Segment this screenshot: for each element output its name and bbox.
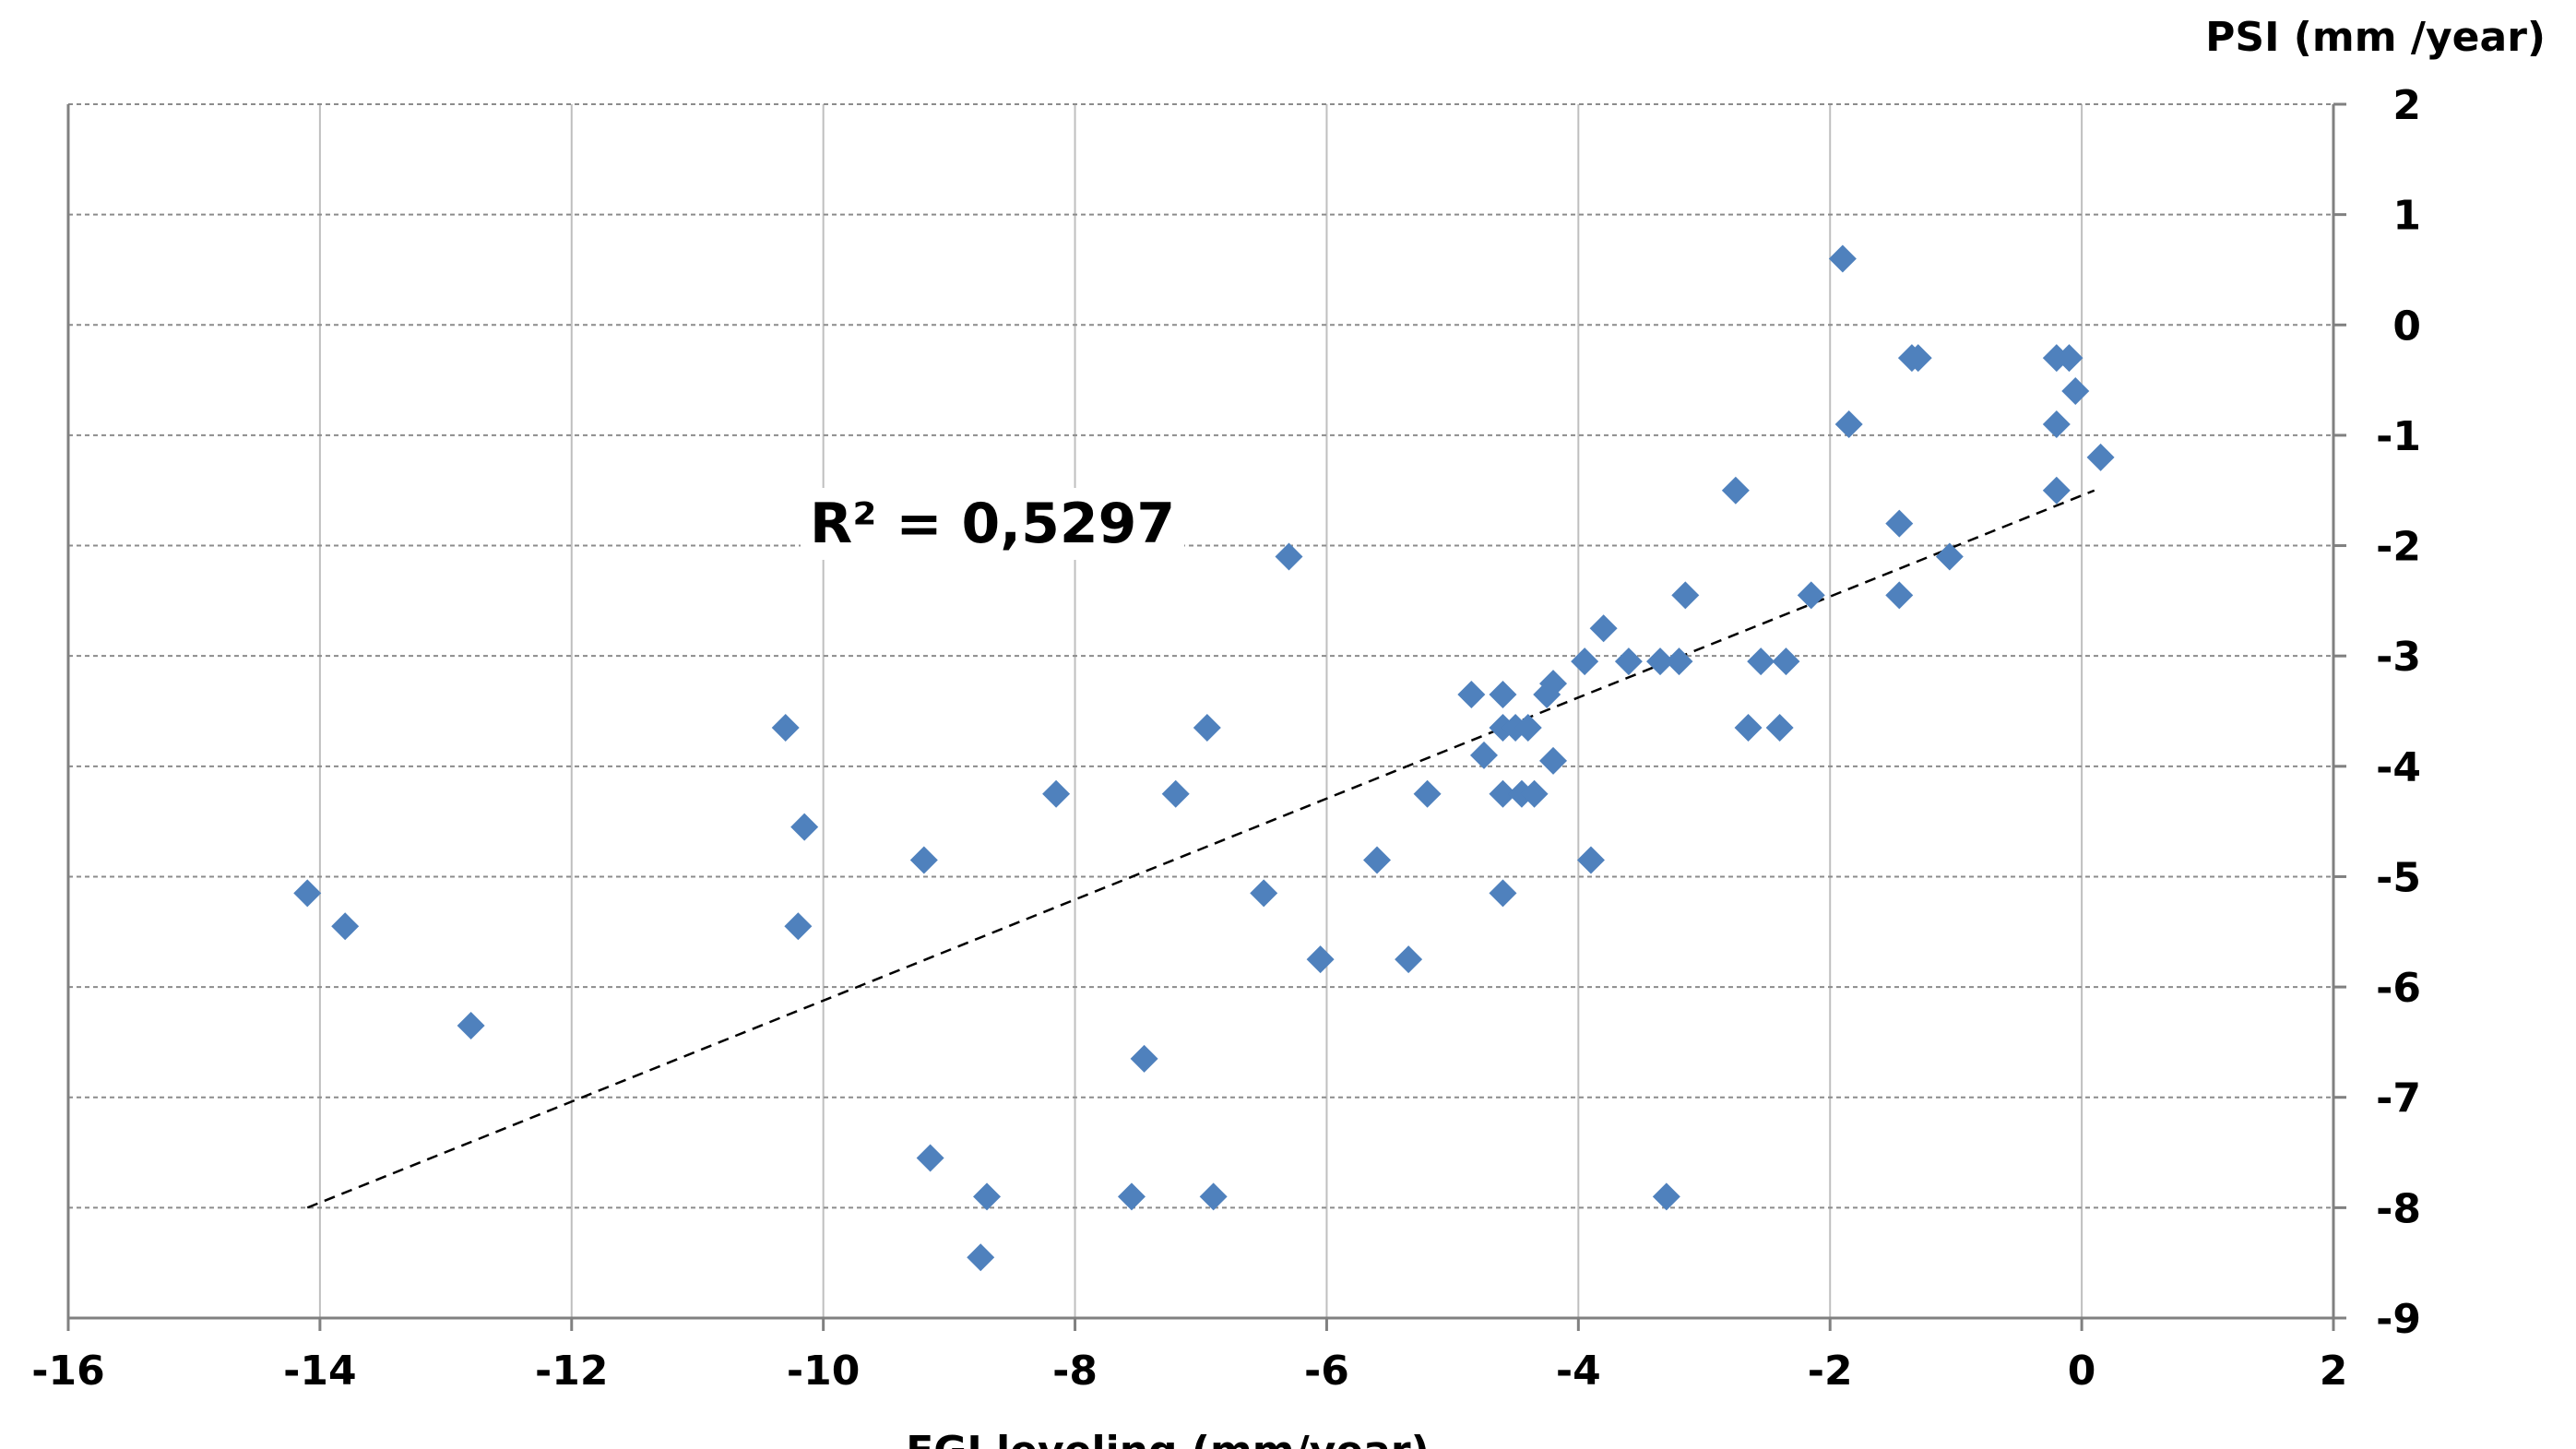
data-point — [1489, 879, 1517, 908]
trendline-group — [306, 489, 2095, 1209]
y-tick-label: -6 — [2376, 965, 2421, 1012]
data-point — [1539, 746, 1568, 775]
data-point — [1250, 879, 1278, 908]
data-point — [1614, 647, 1643, 676]
data-point — [1275, 542, 1303, 571]
data-point — [909, 846, 938, 874]
data-point — [1828, 244, 1857, 273]
data-point — [1042, 779, 1071, 808]
data-point — [1489, 779, 1517, 808]
data-point — [1671, 581, 1700, 610]
y-tick-label: -3 — [2376, 634, 2421, 681]
data-point — [1161, 779, 1190, 808]
data-point — [2042, 410, 2071, 438]
data-point — [1589, 614, 1618, 643]
y-tick-label: 2 — [2392, 82, 2421, 129]
data-point — [1395, 945, 1423, 974]
trendline — [306, 489, 2095, 1209]
x-tick-label: -16 — [31, 1348, 105, 1395]
y-tick-label: -1 — [2376, 413, 2421, 460]
y-tick-label: -5 — [2376, 854, 2421, 901]
data-point — [2086, 443, 2115, 471]
data-point — [1772, 647, 1800, 676]
y-tick-label: -8 — [2376, 1185, 2421, 1232]
axes — [66, 102, 2346, 1331]
data-point — [293, 879, 322, 908]
data-point — [1117, 1182, 1146, 1211]
data-point — [1520, 779, 1549, 808]
data-point — [1514, 713, 1542, 742]
x-tick-label: 0 — [2068, 1348, 2096, 1395]
x-tick-label: -6 — [1304, 1348, 1349, 1395]
data-point — [1489, 681, 1517, 709]
data-point — [331, 912, 360, 941]
y-tick-label: -4 — [2376, 744, 2421, 791]
data-point — [1413, 779, 1442, 808]
data-point — [1747, 647, 1775, 676]
data-point — [2061, 377, 2090, 406]
data-point — [1904, 344, 1932, 373]
data-point — [1193, 713, 1221, 742]
data-point — [1665, 647, 1693, 676]
data-points — [293, 244, 2115, 1272]
data-point — [973, 1182, 1002, 1211]
data-point — [1834, 410, 1863, 438]
y-axis-title: PSI (mm /year) — [2205, 14, 2546, 61]
y-tick-label: 1 — [2392, 193, 2421, 240]
data-point — [457, 1011, 485, 1039]
x-tick-label: -4 — [1556, 1348, 1601, 1395]
x-tick-label: -10 — [787, 1348, 861, 1395]
data-point — [2042, 476, 2071, 505]
data-point — [1576, 846, 1605, 874]
data-point — [967, 1243, 995, 1272]
data-point — [790, 813, 819, 841]
y-tick-label: -7 — [2376, 1075, 2421, 1122]
data-point — [771, 713, 800, 742]
data-point — [1470, 741, 1498, 769]
x-tick-label: -2 — [1808, 1348, 1853, 1395]
x-tick-label: -12 — [535, 1348, 609, 1395]
data-point — [1457, 681, 1486, 709]
x-tick-label: -14 — [283, 1348, 357, 1395]
data-point — [1571, 647, 1599, 676]
data-point — [1935, 542, 1964, 571]
x-tick-label: 2 — [2320, 1348, 2348, 1395]
data-point — [1199, 1182, 1228, 1211]
data-point — [1646, 647, 1675, 676]
data-point — [1734, 713, 1763, 742]
data-point — [1765, 713, 1794, 742]
annotation-background — [801, 488, 1185, 560]
x-tick-label: -8 — [1052, 1348, 1098, 1395]
tick-labels: -16 -14 -12 -10 -8 -6 -4 -2 0 2 2 1 0 -1 -2 -3 -4 -5 -6 -7 -… — [31, 82, 2421, 1395]
y-tick-label: 0 — [2392, 303, 2421, 350]
data-point — [1885, 509, 1914, 538]
data-point — [1652, 1182, 1680, 1211]
r-squared-annotation: R² = 0,5297 — [810, 492, 1175, 556]
data-point — [1363, 846, 1392, 874]
data-point — [1306, 945, 1335, 974]
data-point — [916, 1144, 944, 1172]
x-axis-title: FGI leveling (mm/year) — [906, 1428, 1430, 1449]
data-point — [2055, 344, 2083, 373]
data-point — [1797, 581, 1825, 610]
data-point — [1130, 1044, 1158, 1073]
data-point — [784, 912, 813, 941]
data-point — [1721, 476, 1750, 505]
data-point — [1885, 581, 1914, 610]
y-tick-label: -2 — [2376, 524, 2421, 571]
y-tick-label: -9 — [2376, 1296, 2421, 1343]
data-point — [1539, 670, 1568, 698]
